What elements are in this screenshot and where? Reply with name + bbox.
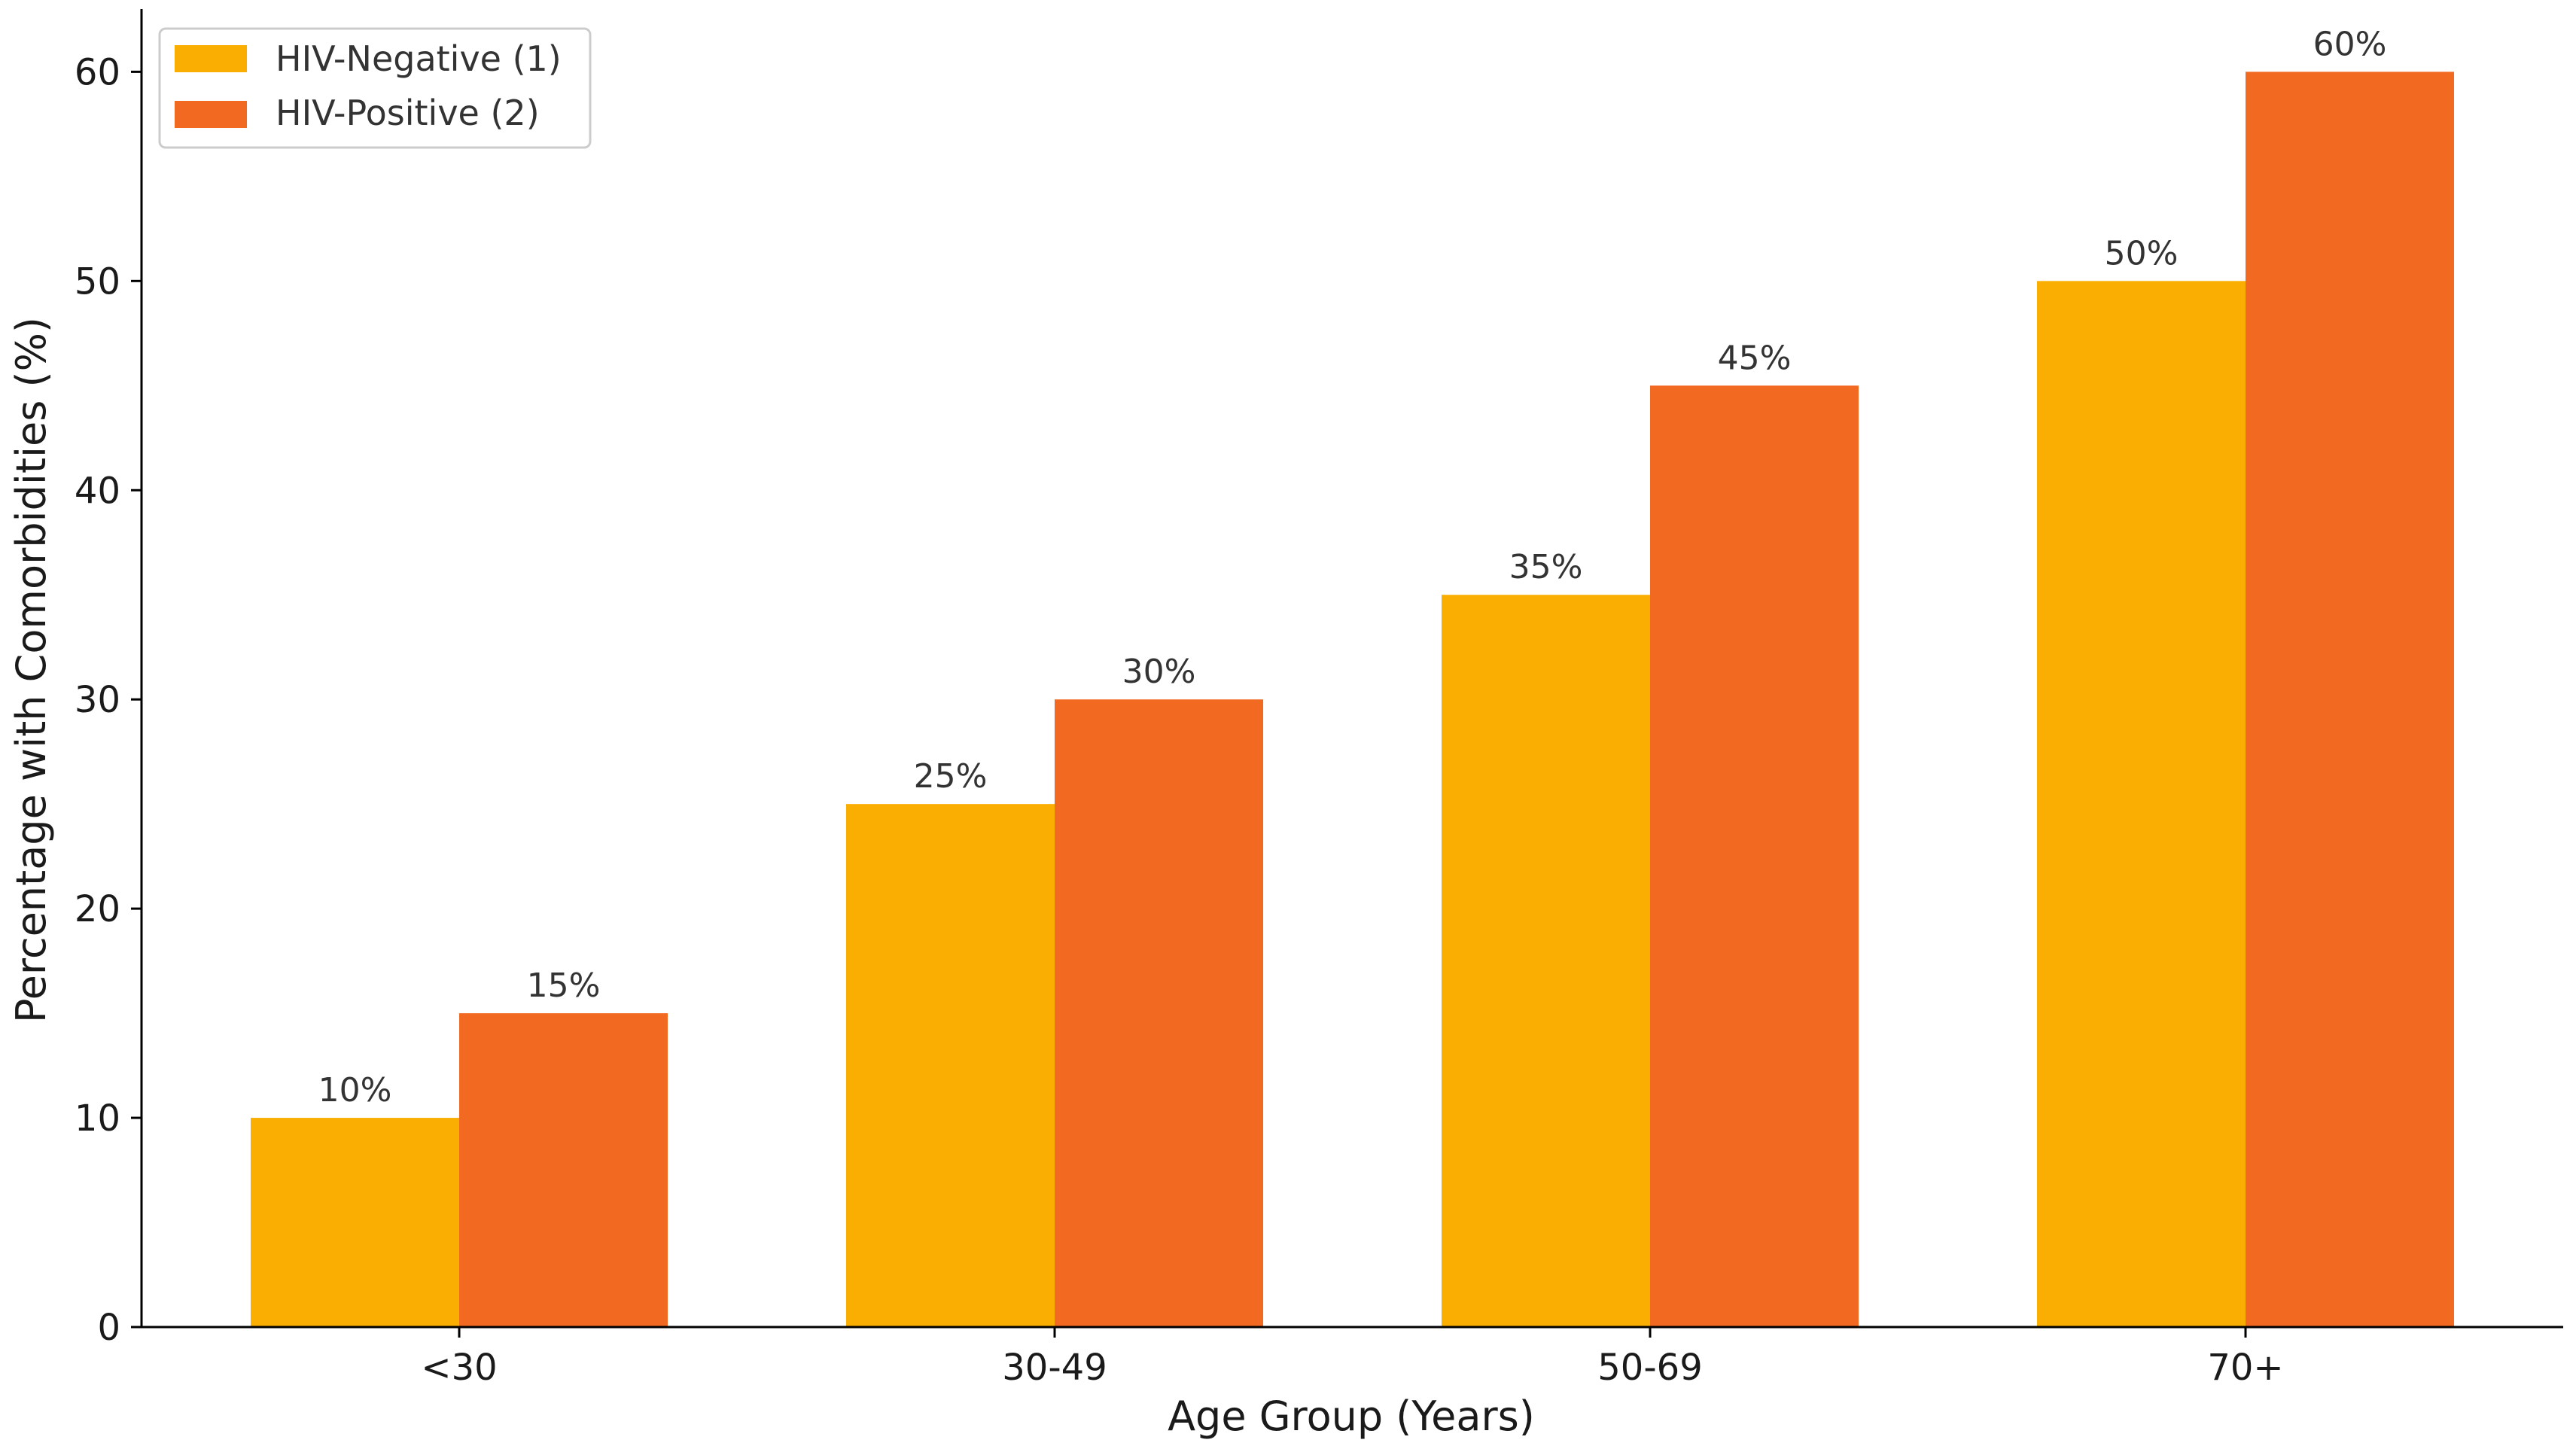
bar-hiv-positive-2-70 — [2246, 72, 2454, 1327]
data-label-hiv-positive-2-30-49: 30% — [1122, 653, 1196, 691]
bar-hiv-negative-1-30-49 — [846, 804, 1055, 1327]
legend-label-hiv-positive: HIV-Positive (2) — [276, 93, 540, 133]
data-label-hiv-negative-1-30-49: 25% — [914, 757, 988, 796]
y-tick-label: 40 — [75, 470, 120, 512]
x-tick-label-30-49: 30-49 — [1002, 1347, 1107, 1389]
bar-hiv-positive-2-30-49 — [1055, 699, 1263, 1327]
y-tick-label: 10 — [75, 1097, 120, 1140]
y-tick-label: 0 — [97, 1307, 120, 1349]
bars-layer — [251, 72, 2454, 1328]
data-label-hiv-negative-1-50-69: 35% — [1509, 548, 1583, 586]
legend-label-hiv-negative: HIV-Negative (1) — [276, 38, 562, 79]
legend-frame — [158, 27, 592, 149]
bar-hiv-negative-1-70 — [2037, 281, 2246, 1327]
data-label-hiv-negative-1-30: 10% — [318, 1071, 392, 1110]
x-axis-title: Age Group (Years) — [1168, 1393, 1535, 1440]
y-tick-label: 60 — [75, 51, 120, 93]
bar-hiv-positive-2-50-69 — [1650, 385, 1859, 1328]
bar-hiv-negative-1-50-69 — [1442, 595, 1650, 1327]
data-label-hiv-positive-2-50-69: 45% — [1718, 339, 1792, 377]
legend-swatch-hiv-positive — [175, 101, 247, 128]
x-tick-label-70: 70+ — [2207, 1347, 2283, 1389]
x-tick-label-50-69: 50-69 — [1597, 1347, 1702, 1389]
legend: HIV-Negative (1) HIV-Positive (2) — [158, 27, 592, 149]
data-label-hiv-positive-2-70: 60% — [2313, 25, 2387, 63]
x-tick-label-30: <30 — [421, 1347, 497, 1389]
y-tick-label: 20 — [75, 888, 120, 930]
data-label-hiv-positive-2-30: 15% — [527, 966, 601, 1005]
y-tick-label: 50 — [75, 260, 120, 303]
bar-hiv-positive-2-30 — [459, 1013, 668, 1327]
y-axis: 0 10 20 30 40 50 60 — [75, 9, 143, 1349]
x-axis: <30 30-49 50-69 70+ — [142, 1326, 2563, 1389]
y-axis-title: Percentage with Comorbidities (%) — [8, 317, 55, 1023]
data-labels-layer: 10% 15% 25% 30% 35% 45% 50% 60% — [318, 25, 2387, 1110]
data-label-hiv-negative-1-70: 50% — [2105, 234, 2179, 272]
y-tick-label: 30 — [75, 679, 120, 721]
legend-swatch-hiv-negative — [175, 45, 247, 72]
bar-hiv-negative-1-30 — [251, 1118, 459, 1327]
